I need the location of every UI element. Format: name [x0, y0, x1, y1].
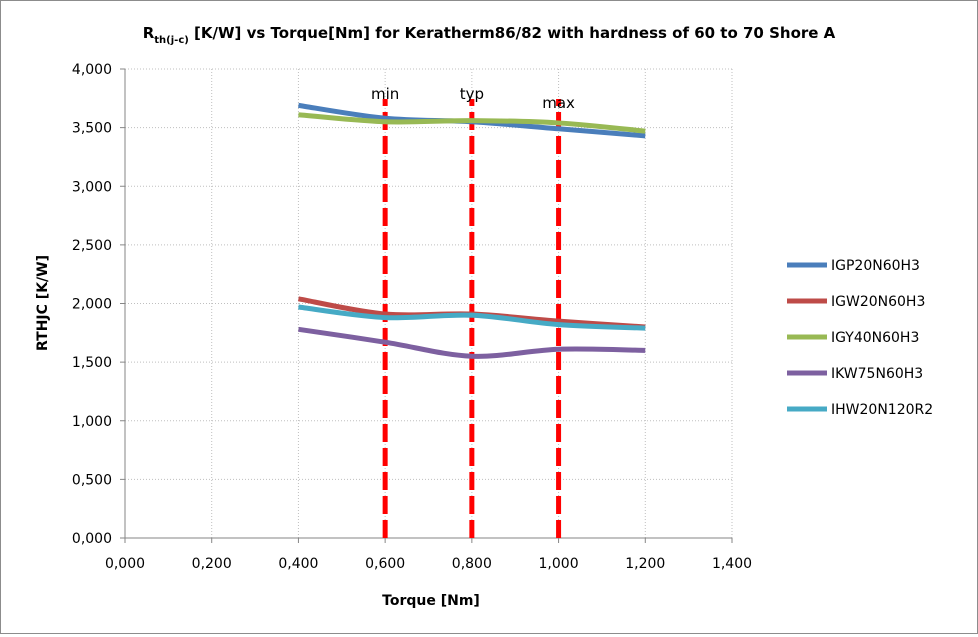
y-tick-label: 2,500 [72, 238, 112, 254]
chart-title-main: R [143, 24, 155, 42]
reference-label-typ: typ [460, 85, 484, 103]
x-tick-label: 1,400 [712, 556, 752, 572]
axes-layer: 0,000 0,200 0,400 0,600 0,800 1,000 1,200 1,400… [72, 62, 752, 572]
y-tick-label: 3,500 [72, 121, 112, 137]
y-axis-title: RTHJC [K/W] [35, 255, 51, 351]
series-layer [297, 102, 646, 359]
chart-title: Rth(j-c) [K/W] vs Torque[Nm] for Kerathe… [143, 24, 836, 46]
x-tick-label: 1,000 [539, 556, 579, 572]
legend-label-igy40n60h3: IGY40N60H3 [831, 330, 919, 346]
series-line-igy40n60h3 [298, 112, 646, 134]
y-tick-label: 0,500 [72, 472, 112, 488]
legend-label-igp20n60h3: IGP20N60H3 [831, 258, 920, 274]
y-tick-label: 1,000 [72, 414, 112, 430]
legend-label-ihw20n120r2: IHW20N120R2 [831, 402, 933, 418]
y-tick-label: 2,000 [72, 297, 112, 313]
x-axis-title: Torque [Nm] [382, 593, 480, 609]
x-tick-label: 0,000 [105, 556, 145, 572]
y-tick-label: 1,500 [72, 355, 112, 371]
x-tick-label: 1,200 [625, 556, 665, 572]
legend-label-igw20n60h3: IGW20N60H3 [831, 294, 925, 310]
chart-title-subscript: th(j-c) [154, 35, 189, 46]
chart-title-rest: [K/W] vs Torque[Nm] for Keratherm86/82 w… [189, 24, 836, 42]
y-tick-label: 4,000 [72, 62, 112, 78]
reference-lines: min typ max [371, 85, 575, 538]
y-tick-label: 3,000 [72, 179, 112, 195]
reference-label-min: min [371, 85, 399, 103]
legend-label-ikw75n60h3: IKW75N60H3 [831, 366, 923, 382]
x-tick-label: 0,800 [452, 556, 492, 572]
x-tick-label: 0,200 [192, 556, 232, 572]
x-tick-label: 0,600 [365, 556, 405, 572]
x-tick-label: 0,400 [278, 556, 318, 572]
y-tick-label: 0,000 [72, 531, 112, 547]
grid-layer [125, 68, 733, 538]
series-line-ihw20n120r2 [298, 304, 646, 331]
legend: IGP20N60H3 IGW20N60H3 IGY40N60H3 IKW75N60H3… [787, 258, 933, 418]
series-line-ikw75n60h3 [298, 326, 646, 359]
reference-label-max: max [542, 94, 575, 112]
